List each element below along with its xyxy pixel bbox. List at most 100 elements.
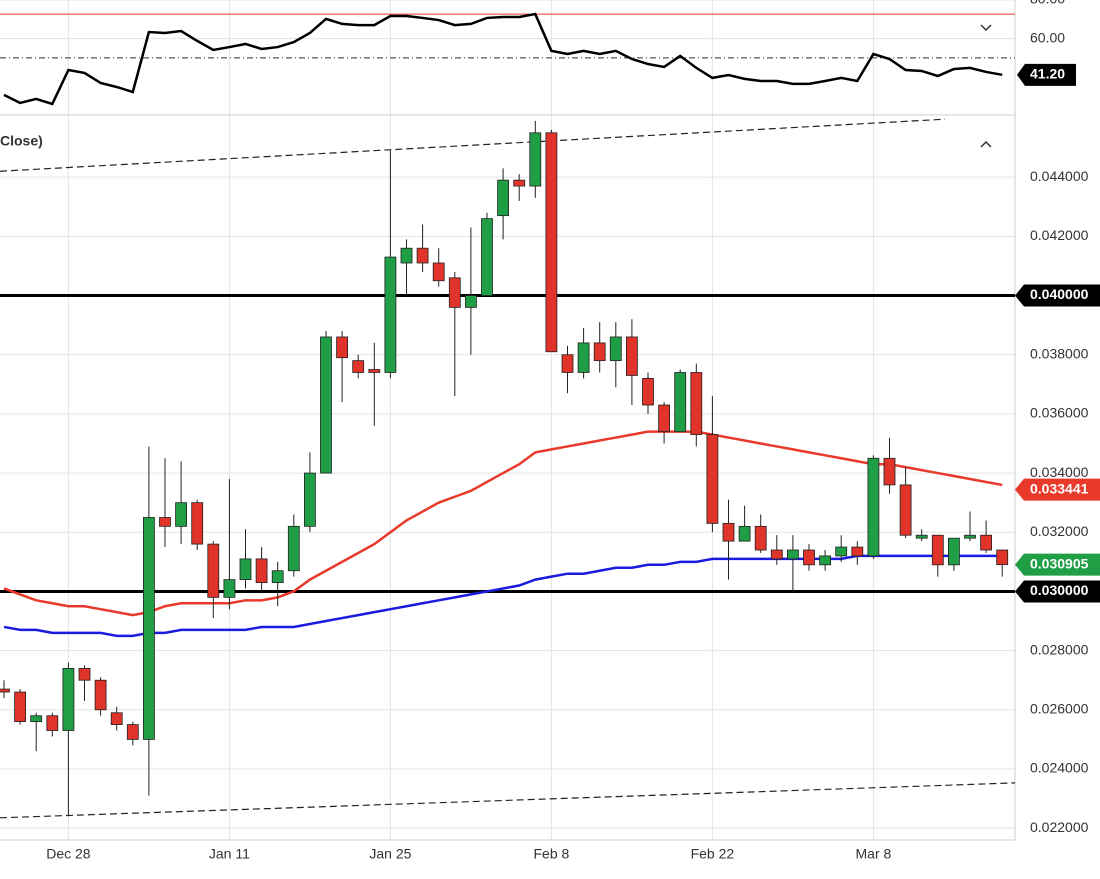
candle-body bbox=[159, 517, 171, 527]
candle-body bbox=[915, 534, 928, 539]
candle-body bbox=[400, 247, 413, 264]
price-label-box bbox=[1015, 580, 1100, 603]
candle-body bbox=[658, 404, 670, 433]
x-tick-label: Mar 8 bbox=[856, 846, 892, 862]
candle-body bbox=[142, 517, 155, 740]
candle-body bbox=[577, 342, 590, 373]
candle-body bbox=[336, 336, 349, 359]
candle-body bbox=[352, 360, 365, 373]
trendline bbox=[0, 118, 946, 172]
candle-body bbox=[207, 543, 220, 598]
candle-body bbox=[497, 179, 510, 217]
candle-body bbox=[303, 472, 316, 527]
y-tick-label: 0.028000 bbox=[1030, 641, 1089, 657]
candle-body bbox=[819, 555, 831, 566]
candle-body bbox=[62, 667, 75, 731]
candle-body bbox=[642, 377, 654, 406]
candle-body bbox=[787, 549, 799, 560]
y-tick-label: 0.026000 bbox=[1030, 701, 1089, 717]
candle-body bbox=[674, 372, 687, 433]
candle-body bbox=[883, 457, 896, 486]
candle-body bbox=[416, 247, 429, 264]
candle-body bbox=[287, 525, 300, 572]
axes: Dec 28 Jan 11 Jan 25 Feb 8 Feb 22 Mar 8 0.0220… bbox=[46, 0, 1100, 862]
candle-body bbox=[513, 179, 526, 187]
candle-body bbox=[368, 369, 381, 373]
candle-body bbox=[722, 522, 735, 542]
candle-body bbox=[899, 484, 912, 536]
y-tick-label: 80.00 bbox=[1030, 0, 1065, 7]
moving-average bbox=[3, 554, 1003, 638]
collapse-icon[interactable] bbox=[980, 24, 992, 32]
candle-body bbox=[271, 570, 284, 583]
candle-body bbox=[529, 132, 542, 187]
candle-body bbox=[593, 342, 606, 362]
candle-body bbox=[0, 688, 10, 693]
candle-body bbox=[46, 715, 59, 731]
indicator-label: Close) bbox=[0, 133, 43, 149]
y-tick-label: 60.00 bbox=[1030, 29, 1065, 45]
price-label: 0.030000 bbox=[1030, 582, 1089, 598]
candle-body bbox=[931, 534, 944, 566]
x-tick-label: Feb 8 bbox=[533, 846, 569, 862]
candle-body bbox=[770, 549, 783, 560]
candle-body bbox=[255, 558, 268, 583]
moving-average bbox=[3, 430, 1003, 617]
rsi-line bbox=[3, 12, 1003, 106]
candle-body bbox=[30, 715, 43, 723]
candle-body bbox=[78, 667, 91, 681]
y-tick-label: 0.032000 bbox=[1030, 523, 1089, 539]
candle-body bbox=[448, 277, 461, 308]
y-tick-label: 0.024000 bbox=[1030, 760, 1089, 776]
candle-body bbox=[481, 218, 493, 296]
price-label-box bbox=[1015, 478, 1100, 501]
candle-body bbox=[545, 132, 558, 353]
value-label: 41.20 bbox=[1030, 66, 1065, 82]
candle-body bbox=[690, 372, 703, 436]
candle-body bbox=[626, 336, 638, 376]
candle-body bbox=[561, 354, 574, 373]
price-panel bbox=[0, 118, 1015, 819]
candle-body bbox=[191, 502, 204, 545]
value-label-box bbox=[1017, 63, 1076, 86]
y-tick-label: 0.038000 bbox=[1030, 345, 1089, 361]
y-tick-label: 0.022000 bbox=[1030, 819, 1089, 835]
candle-body bbox=[432, 262, 445, 282]
price-label-box bbox=[1015, 553, 1100, 576]
candle-body bbox=[835, 546, 848, 557]
candle-body bbox=[110, 712, 123, 725]
x-tick-label: Jan 25 bbox=[369, 846, 411, 862]
trendline bbox=[0, 782, 1015, 819]
price-label: 0.040000 bbox=[1030, 286, 1089, 302]
price-label-box bbox=[1015, 284, 1100, 307]
candle-body bbox=[384, 256, 397, 373]
candle-body bbox=[851, 546, 864, 557]
x-tick-label: Dec 28 bbox=[46, 846, 91, 862]
candle-body bbox=[239, 558, 252, 581]
candle-body bbox=[14, 691, 27, 723]
collapse-icon[interactable] bbox=[980, 140, 992, 148]
candle-body bbox=[94, 679, 107, 711]
candle-body bbox=[980, 534, 992, 551]
y-tick-label: 0.044000 bbox=[1030, 168, 1089, 184]
candle-body bbox=[867, 457, 880, 557]
y-tick-label: 0.042000 bbox=[1030, 227, 1089, 243]
price-label: 0.033441 bbox=[1030, 480, 1089, 496]
candle-body bbox=[803, 549, 815, 566]
candle-body bbox=[320, 336, 332, 474]
price-label: 0.030905 bbox=[1030, 555, 1089, 571]
candle-body bbox=[964, 534, 976, 539]
y-tick-label: 0.036000 bbox=[1030, 405, 1089, 421]
candle-body bbox=[609, 336, 622, 362]
x-tick-label: Feb 22 bbox=[691, 846, 735, 862]
rsi-panel bbox=[0, 12, 1015, 106]
candle-body bbox=[223, 579, 236, 598]
candle-body bbox=[175, 502, 188, 527]
candle-body bbox=[126, 724, 139, 740]
candle-body bbox=[706, 434, 719, 524]
y-tick-label: 0.034000 bbox=[1030, 464, 1089, 480]
candle-body bbox=[996, 549, 1009, 566]
candle-body bbox=[754, 525, 767, 551]
candle-body bbox=[948, 537, 960, 566]
